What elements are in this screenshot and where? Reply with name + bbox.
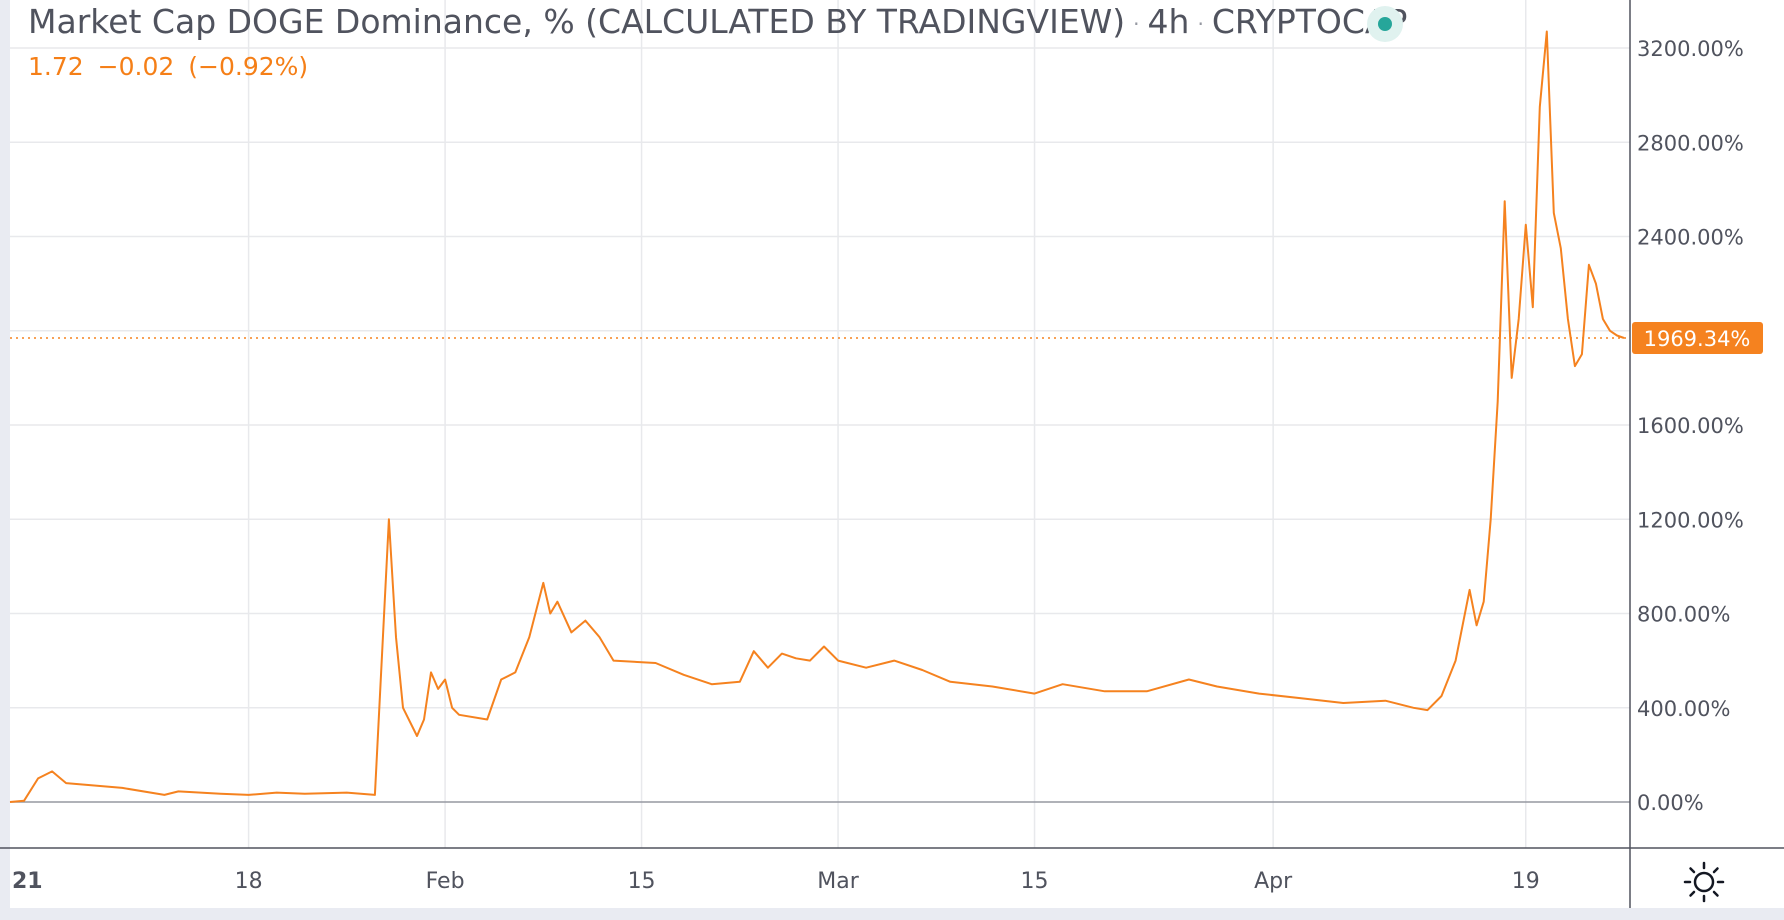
x-tick-label: 15 <box>628 869 656 894</box>
label-layer: 1969.34% <box>10 321 1763 354</box>
sun-gear-icon <box>1683 861 1725 903</box>
grid-layer <box>10 0 1630 848</box>
y-tick-label: 2800.00% <box>1637 131 1744 155</box>
legend-values: 1.72 −0.02 (−0.92%) <box>28 52 322 81</box>
legend-last-value: 1.72 <box>28 52 84 81</box>
title-separator: · <box>1133 11 1140 36</box>
chart-title: Market Cap DOGE Dominance, % (CALCULATED… <box>28 2 1407 41</box>
y-tick-label: 3200.00% <box>1637 37 1744 61</box>
x-tick-label: 21 <box>12 869 43 894</box>
y-tick-label: 0.00% <box>1637 791 1704 815</box>
series-line <box>9 30 1625 803</box>
interval-label[interactable]: 4h <box>1147 2 1190 41</box>
price-label-text: 1969.34% <box>1644 327 1751 351</box>
title-separator: · <box>1197 11 1204 36</box>
x-tick-label: 18 <box>235 869 263 894</box>
price-label-box <box>1632 321 1763 354</box>
y-tick-label: 2400.00% <box>1637 226 1744 250</box>
legend-change: −0.02 <box>97 52 175 81</box>
settings-button[interactable] <box>1680 858 1728 906</box>
x-tick-label: Feb <box>426 869 465 894</box>
y-tick-label: 1200.00% <box>1637 508 1744 532</box>
left-edge <box>0 0 10 920</box>
series-layer <box>9 30 1625 803</box>
y-tick-label: 800.00% <box>1637 603 1730 627</box>
x-tick-label: Mar <box>817 869 859 894</box>
chart-title-text: Market Cap DOGE Dominance, % (CALCULATED… <box>28 2 1126 41</box>
status-dot-icon[interactable] <box>1367 6 1403 42</box>
y-tick-label: 400.00% <box>1637 697 1730 721</box>
y-tick-label: 1600.00% <box>1637 414 1744 438</box>
x-tick-label: 15 <box>1021 869 1049 894</box>
x-tick-label: Apr <box>1254 869 1293 894</box>
x-tick-label: 19 <box>1512 869 1540 894</box>
bottom-edge <box>0 908 1784 920</box>
legend-change-pct: (−0.92%) <box>188 52 309 81</box>
